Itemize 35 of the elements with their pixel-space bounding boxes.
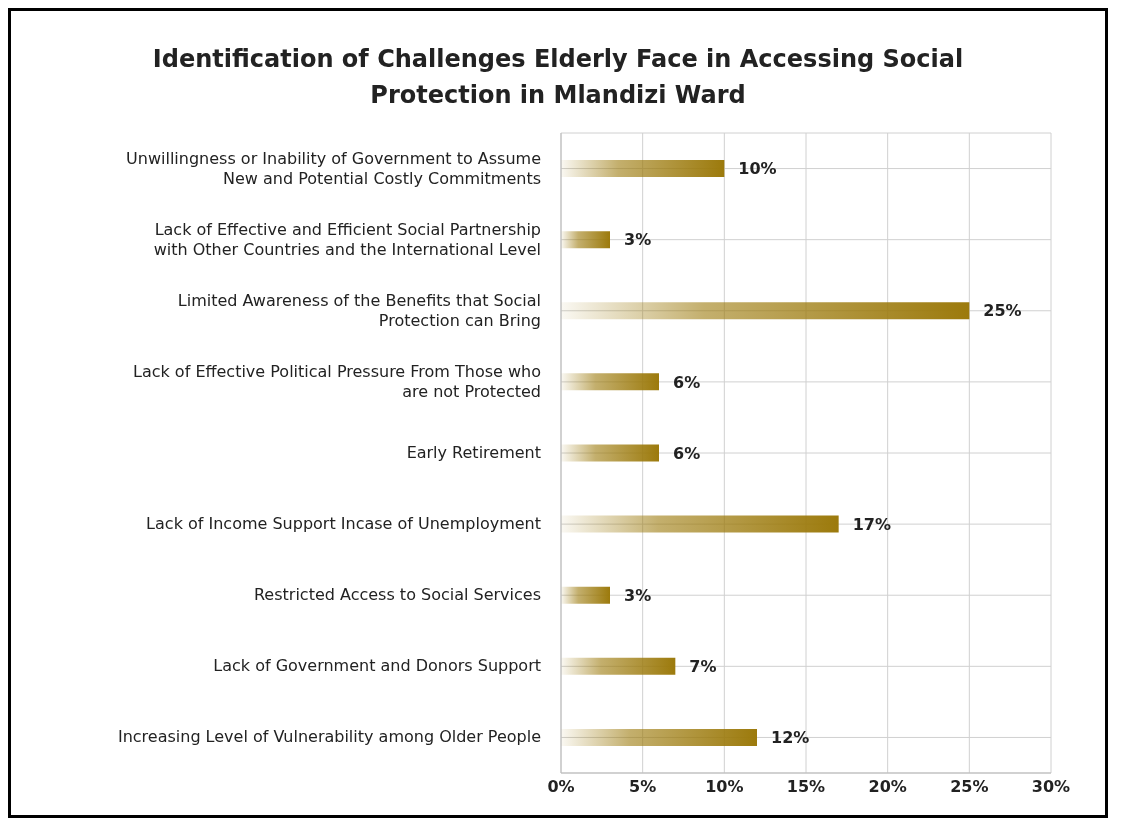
bar [561,231,610,249]
data-label: 17% [852,514,891,534]
data-label: 25% [983,301,1022,321]
x-tick-label: 20% [868,777,907,797]
y-tick-label: Lack of Effective and Efficient Social Partnership with Other Countries and the International Level [153,219,541,259]
data-label: 6% [673,372,701,392]
data-label: 6% [673,443,701,463]
data-label: 10% [738,159,777,179]
data-label: 12% [771,728,810,748]
y-tick-label: Lack of Government and Donors Support [213,656,541,676]
x-tick-label: 5% [629,777,657,797]
x-tick-label: 10% [705,777,744,797]
bar [561,586,610,604]
y-tick-label: Restricted Access to Social Services [253,585,541,605]
y-tick-label: Early Retirement [406,443,541,462]
y-tick-label: Lack of Effective Political Pressure From Those who are not Protected [133,361,541,401]
x-tick-label: 25% [950,777,989,797]
data-label: 7% [689,656,717,676]
chart-title: Identification of Challenges Elderly Face in Accessing Social Protection in Mlandizi Ward [151,44,965,111]
bar [561,302,970,320]
x-tick-label: 15% [786,777,826,797]
y-tick-label: Increasing Level of Vulnerability among Older People [117,727,541,747]
y-tick-label: Unwillingness or Inability of Government to Assume New and Potential Costly Commitments [126,148,541,188]
y-tick-label: Limited Awareness of the Benefits that Social Protection can Bring [177,290,541,330]
bar [561,657,676,675]
data-label: 3% [624,230,652,250]
bar [561,160,725,178]
bar [561,515,839,533]
x-tick-label: 30% [1031,777,1071,797]
y-tick-label: Lack of Income Support Incase of Unemployment [146,514,541,534]
data-label: 3% [624,585,652,605]
bar [561,444,659,462]
x-tick-label: 0% [547,777,575,797]
bar [561,728,757,746]
bar [561,373,659,391]
